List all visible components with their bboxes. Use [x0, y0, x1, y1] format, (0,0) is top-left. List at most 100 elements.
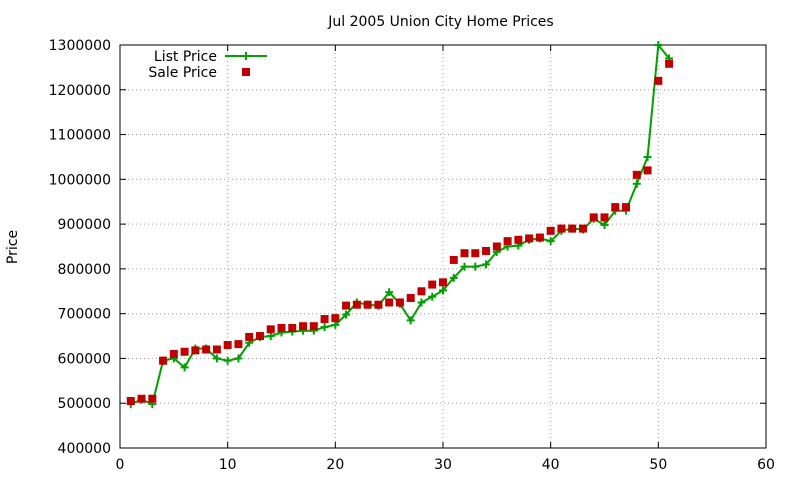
sale-price-point [159, 356, 168, 365]
sale-price-point [202, 345, 211, 354]
sale-price-point [212, 345, 221, 354]
sale-price-point [654, 76, 663, 85]
sale-price-point [352, 300, 361, 309]
legend-square-marker [242, 68, 250, 76]
x-tick-label: 50 [649, 457, 667, 473]
sale-price-point [180, 347, 189, 356]
axis-ticks: 400000 500000 600000 700000 800000 900000 1000… [49, 38, 775, 473]
sale-price-point [535, 233, 544, 242]
sale-price-point [245, 332, 254, 341]
sale-price-point [578, 224, 587, 233]
sale-price-point [191, 346, 200, 355]
sale-price-point [137, 394, 146, 403]
sale-price-point [385, 298, 394, 307]
x-tick-label: 10 [219, 457, 237, 473]
list-price-point [600, 221, 609, 230]
sale-price-point [546, 226, 555, 235]
sale-price-point [223, 341, 232, 350]
grid-lines [120, 45, 766, 448]
list-price-line [130, 44, 670, 406]
sale-price-point [568, 224, 577, 233]
list-price-point [449, 273, 458, 282]
sale-price-point [169, 349, 178, 358]
y-tick-label: 600000 [58, 351, 111, 367]
sale-price-point [406, 293, 415, 302]
y-tick-label: 1300000 [49, 38, 111, 54]
sale-price-point [309, 322, 318, 331]
sale-price-point [665, 59, 674, 68]
sale-price-point [234, 340, 243, 349]
y-tick-label: 400000 [58, 441, 111, 457]
y-tick-label: 900000 [58, 217, 111, 233]
sale-price-point [482, 246, 491, 255]
list-price-point [546, 237, 555, 246]
legend-label: Sale Price [148, 65, 217, 81]
list-price-point [331, 320, 340, 329]
sale-price-point [503, 237, 512, 246]
x-tick-label: 40 [542, 457, 560, 473]
sale-price-point [148, 394, 157, 403]
sale-price-point [589, 213, 598, 222]
sale-price-point [320, 315, 329, 324]
sale-price-point [288, 323, 297, 332]
y-tick-label: 1100000 [49, 128, 111, 144]
sale-price-point [374, 300, 383, 309]
x-tick-label: 60 [757, 457, 775, 473]
sale-price-point [557, 224, 566, 233]
sale-price-point [417, 287, 426, 296]
sale-price-point [331, 314, 340, 323]
x-tick-label: 0 [116, 457, 125, 473]
data-series [126, 41, 674, 409]
sale-price-point [643, 166, 652, 175]
y-tick-label: 1200000 [49, 83, 111, 99]
list-price-point [180, 363, 189, 372]
sale-price-point [126, 396, 135, 405]
sale-price-point [514, 235, 523, 244]
legend-label: List Price [154, 49, 217, 65]
x-tick-label: 20 [326, 457, 344, 473]
sale-price-point [342, 301, 351, 310]
sale-price-point [439, 278, 447, 287]
sale-price-point [428, 280, 437, 289]
sale-price-point [363, 300, 372, 309]
list-price-point [643, 152, 652, 161]
sale-price-point [525, 234, 534, 243]
y-tick-label: 1000000 [49, 172, 111, 188]
sale-price-point [622, 203, 631, 212]
sale-price-point [449, 255, 458, 264]
sale-price-point [611, 203, 620, 212]
sale-price-point [632, 170, 641, 179]
list-price-point [406, 316, 415, 325]
list-price-point [632, 179, 641, 188]
list-price-point [471, 262, 480, 271]
list-price-point [320, 323, 329, 332]
sale-price-point [255, 332, 264, 341]
list-price-point [212, 354, 221, 363]
list-price-point [460, 262, 469, 271]
list-price-point [482, 260, 491, 269]
legend-plus-marker [242, 52, 250, 60]
y-tick-label: 800000 [58, 262, 111, 278]
list-price-point [266, 332, 275, 341]
y-tick-label: 700000 [58, 307, 111, 323]
list-price-point [417, 298, 426, 307]
y-axis-label: Price [5, 230, 21, 264]
sale-price-point [460, 249, 469, 258]
x-tick-label: 30 [434, 457, 452, 473]
chart-title: Jul 2005 Union City Home Prices [327, 14, 553, 30]
list-price-point [654, 41, 663, 49]
list-price-point [342, 310, 351, 319]
sale-price-point [299, 322, 308, 331]
list-price-point [385, 288, 394, 297]
sale-price-point [600, 213, 609, 222]
sale-price-point [471, 249, 480, 258]
y-tick-label: 500000 [58, 396, 111, 412]
sale-price-point [266, 325, 275, 334]
list-price-point [428, 292, 437, 301]
sale-price-point [395, 298, 404, 307]
list-price-point [234, 354, 243, 363]
sale-price-point [492, 242, 501, 251]
list-price-point [223, 356, 232, 365]
